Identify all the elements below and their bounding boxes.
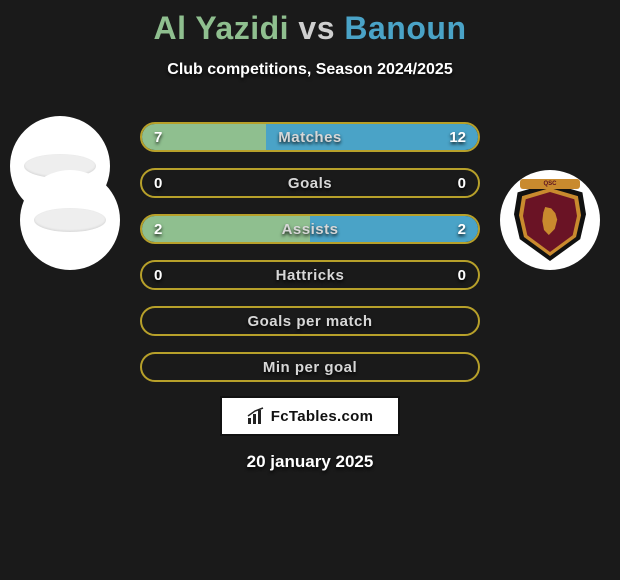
page-title: Al Yazidi vs Banoun [0, 0, 620, 47]
bar-label: Min per goal [142, 354, 478, 380]
bar-label: Goals [142, 170, 478, 196]
bar-label: Goals per match [142, 308, 478, 334]
qatar-sc-crest-icon: QSC [510, 177, 590, 263]
stat-bar: 712Matches [140, 122, 480, 152]
team-badge-left-2 [20, 170, 120, 270]
subtitle: Club competitions, Season 2024/2025 [0, 61, 620, 79]
crest-banner-text: QSC [543, 181, 556, 187]
stat-bars: 712Matches 00Goals 22Assists 00Hattricks Goa… [140, 122, 480, 398]
bar-label: Hattricks [142, 262, 478, 288]
title-vs: vs [298, 10, 335, 46]
stat-bar: 00Goals [140, 168, 480, 198]
fctables-logo-icon [247, 407, 265, 425]
brand-badge: FcTables.com [220, 396, 400, 436]
brand-text: FcTables.com [271, 408, 374, 425]
crest-banner: QSC [520, 179, 580, 189]
stat-bar: Min per goal [140, 352, 480, 382]
badge-placeholder-icon [34, 208, 106, 232]
stat-bar: 00Hattricks [140, 260, 480, 290]
team-badge-right: QSC [500, 170, 600, 270]
date-label: 20 january 2025 [0, 452, 620, 472]
stat-bar: 22Assists [140, 214, 480, 244]
title-player1: Al Yazidi [154, 10, 290, 46]
bar-label: Assists [142, 216, 478, 242]
stat-bar: Goals per match [140, 306, 480, 336]
title-player2: Banoun [344, 10, 466, 46]
bar-label: Matches [142, 124, 478, 150]
